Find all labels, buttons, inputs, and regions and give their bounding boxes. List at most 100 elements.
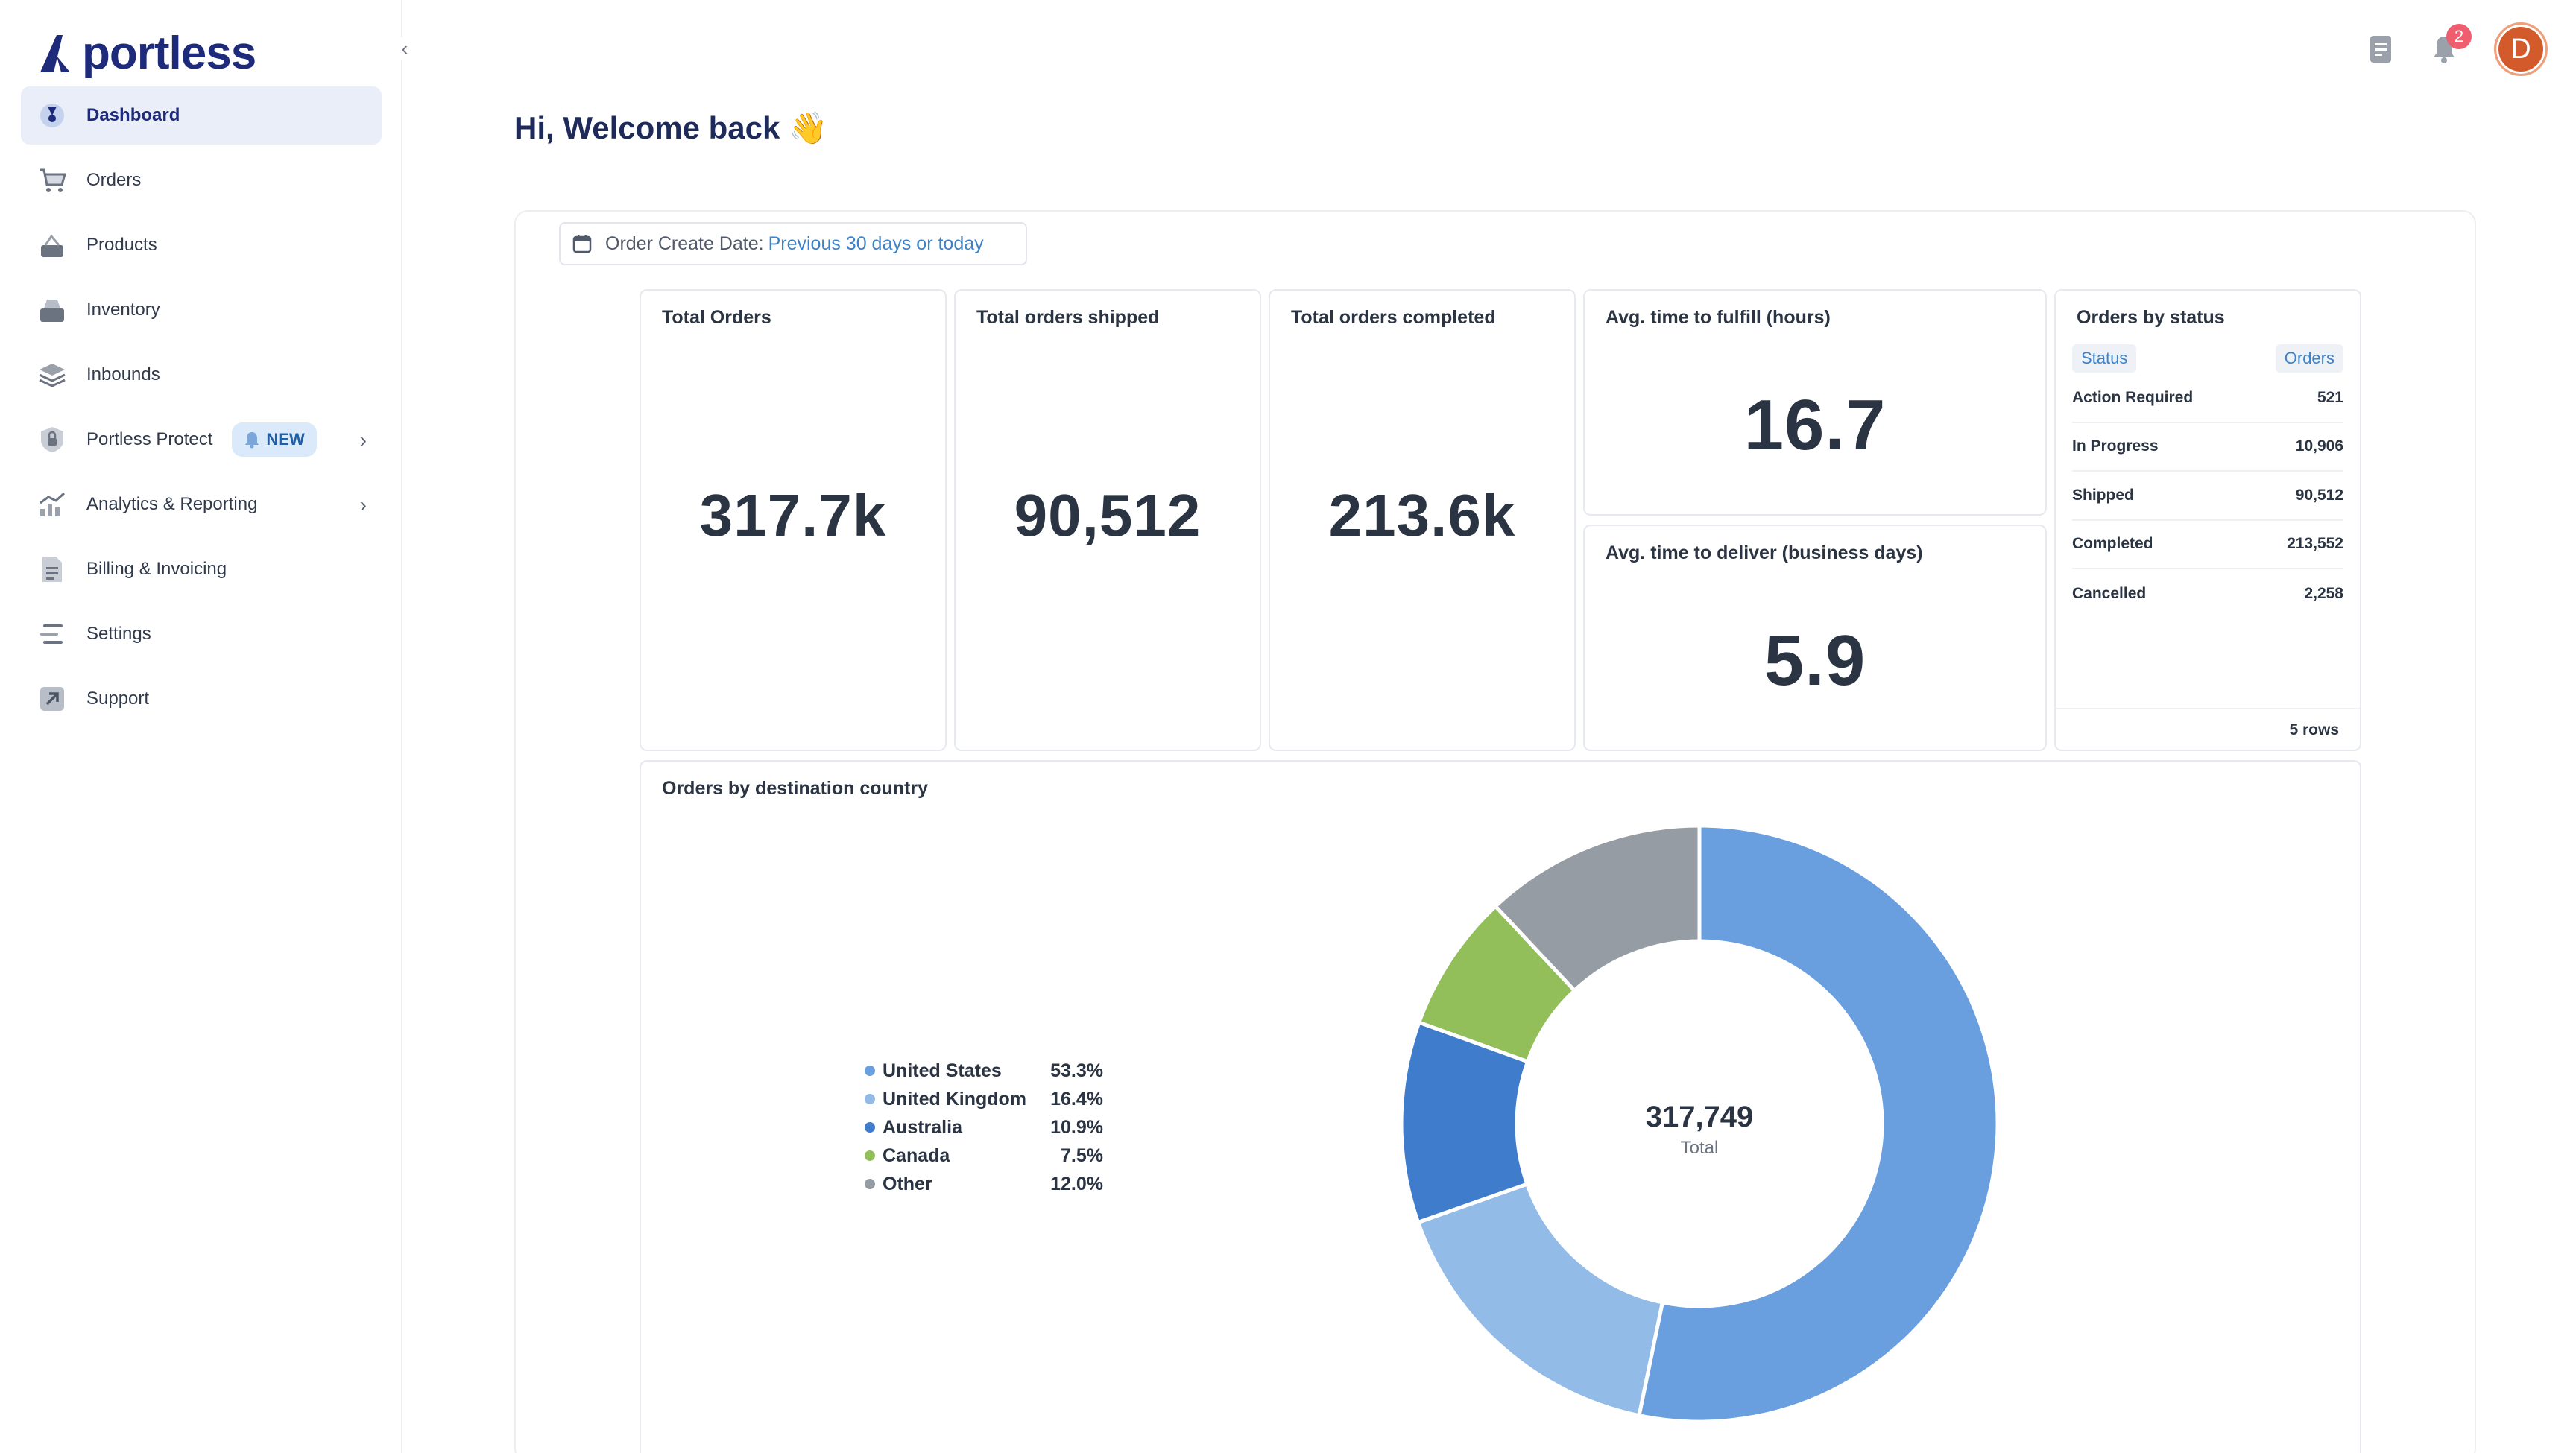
chevron-right-icon: › (359, 493, 367, 516)
sidebar: portless ‹ Dashboard Orders Products Inv (0, 0, 414, 1453)
sidebar-item-orders[interactable]: Orders (21, 151, 382, 209)
notification-count-badge: 2 (2446, 24, 2472, 49)
table-row: In Progress 10,906 (2072, 423, 2343, 472)
legend-item[interactable]: United Kingdom 16.4% (865, 1085, 1103, 1113)
row-count: 5 rows (2056, 708, 2360, 750)
settings-icon (37, 619, 67, 649)
orders-cell: 10,906 (2295, 437, 2343, 455)
legend-item[interactable]: Australia 10.9% (865, 1113, 1103, 1142)
sidebar-item-analytics-reporting[interactable]: Analytics & Reporting › (21, 475, 382, 534)
gauge-icon (37, 101, 67, 130)
sidebar-item-inbounds[interactable]: Inbounds (21, 346, 382, 404)
avatar[interactable]: D (2494, 22, 2548, 76)
calendar-icon (572, 235, 592, 253)
status-cell: Shipped (2072, 486, 2134, 504)
legend-swatch (865, 1066, 875, 1076)
card-title: Avg. time to fulfill (hours) (1606, 307, 1831, 328)
card-value: 317.7k (699, 482, 887, 548)
sidebar-item-label: Support (86, 688, 150, 709)
chevron-right-icon: › (359, 428, 367, 452)
legend-swatch (865, 1122, 875, 1133)
column-header-orders[interactable]: Orders (2275, 344, 2343, 373)
card-title: Avg. time to deliver (business days) (1606, 542, 1923, 563)
portless-logo-icon (40, 35, 70, 72)
card-title: Total Orders (662, 307, 771, 328)
column-header-status[interactable]: Status (2072, 344, 2137, 373)
filter-value: Previous 30 days or today (768, 232, 984, 254)
legend-item[interactable]: Other 12.0% (865, 1170, 1103, 1198)
sidebar-item-label: Products (86, 235, 157, 255)
sidebar-item-products[interactable]: Products (21, 216, 382, 274)
legend-label: Other (883, 1173, 932, 1194)
sidebar-item-inventory[interactable]: Inventory (21, 281, 382, 339)
sidebar-item-label: Analytics & Reporting (86, 494, 258, 514)
page-title: Hi, Welcome back 👋 (514, 110, 828, 145)
legend-item[interactable]: Canada 7.5% (865, 1142, 1103, 1170)
legend-label: Canada (883, 1145, 950, 1166)
total-shipped-card: Total orders shipped 90,512 (954, 289, 1261, 751)
table-row: Action Required 521 (2072, 374, 2343, 423)
chart-title: Orders by destination country (662, 778, 929, 799)
chart-icon (37, 490, 67, 519)
orders-cell: 521 (2317, 388, 2343, 406)
legend-percent: 12.0% (1050, 1173, 1103, 1194)
legend-swatch (865, 1179, 875, 1189)
cart-icon (37, 165, 67, 195)
status-cell: In Progress (2072, 437, 2159, 455)
sidebar-item-settings[interactable]: Settings (21, 605, 382, 663)
orders-by-status-card: Orders by status Status Orders Action Re… (2054, 289, 2361, 751)
topbar-actions: 2 D (2369, 22, 2548, 76)
donut-slice-united-kingdom[interactable] (1415, 1181, 1665, 1418)
bell-icon (245, 432, 259, 449)
legend-swatch (865, 1150, 875, 1161)
legend-label: United States (883, 1060, 1002, 1081)
donut-chart (1399, 823, 2000, 1424)
sidebar-item-billing-invoicing[interactable]: Billing & Invoicing (21, 540, 382, 598)
donut-slice-united-states[interactable] (1637, 823, 2000, 1424)
sidebar-item-label: Dashboard (86, 105, 180, 125)
sidebar-item-dashboard[interactable]: Dashboard (21, 86, 382, 145)
order-create-date-filter[interactable]: Order Create Date: Previous 30 days or t… (559, 222, 1027, 265)
sidebar-nav: Dashboard Orders Products Inventory Inbo… (21, 86, 382, 735)
status-cell: Completed (2072, 535, 2153, 553)
donut-slice-other[interactable] (1492, 823, 1702, 993)
document-icon[interactable] (2369, 34, 2399, 64)
sidebar-item-label: Orders (86, 170, 142, 190)
card-value: 16.7 (1743, 385, 1887, 465)
table-row: Completed 213,552 (2072, 521, 2343, 569)
collapse-sidebar-button[interactable]: ‹ (395, 37, 414, 60)
filter-label: Order Create Date: (605, 232, 764, 254)
chart-legend: United States 53.3% United Kingdom 16.4% Aus… (865, 1057, 1103, 1198)
legend-percent: 53.3% (1050, 1060, 1103, 1081)
table-row: Shipped 90,512 (2072, 472, 2343, 521)
portless-logo[interactable]: portless (37, 27, 256, 79)
card-title: Total orders shipped (976, 307, 1160, 328)
legend-swatch (865, 1094, 875, 1104)
sidebar-item-support[interactable]: Support (21, 670, 382, 728)
total-completed-card: Total orders completed 213.6k (1269, 289, 1576, 751)
notifications-button[interactable]: 2 (2431, 24, 2472, 64)
sidebar-item-label: Settings (86, 624, 151, 644)
brand-name: portless (82, 27, 256, 79)
sidebar-item-label: Portless Protect (86, 429, 213, 449)
table-row: Cancelled 2,258 (2072, 569, 2343, 618)
card-value: 213.6k (1328, 482, 1516, 548)
card-title: Orders by status (2077, 307, 2225, 328)
total-orders-card: Total Orders 317.7k (640, 289, 947, 751)
status-table: Status Orders Action Required 521 In Pro… (2072, 343, 2343, 618)
legend-item[interactable]: United States 53.3% (865, 1057, 1103, 1085)
sidebar-item-portless-protect[interactable]: Portless Protect NEW › (21, 411, 382, 469)
donut-total-label: Total (1680, 1138, 1719, 1158)
status-cell: Action Required (2072, 388, 2194, 406)
avg-deliver-card: Avg. time to deliver (business days) 5.9 (1583, 525, 2047, 751)
card-value: 5.9 (1764, 621, 1866, 700)
legend-label: Australia (883, 1116, 962, 1138)
lock-icon (37, 425, 67, 455)
donut-total-value: 317,749 (1645, 1101, 1754, 1133)
orders-cell: 90,512 (2295, 486, 2343, 504)
legend-label: United Kingdom (883, 1088, 1027, 1109)
dashboard-panel: Order Create Date: Previous 30 days or t… (514, 210, 2476, 1453)
layers-icon (37, 360, 67, 390)
sidebar-item-label: Billing & Invoicing (86, 559, 227, 579)
table-header: Status Orders (2072, 343, 2343, 374)
